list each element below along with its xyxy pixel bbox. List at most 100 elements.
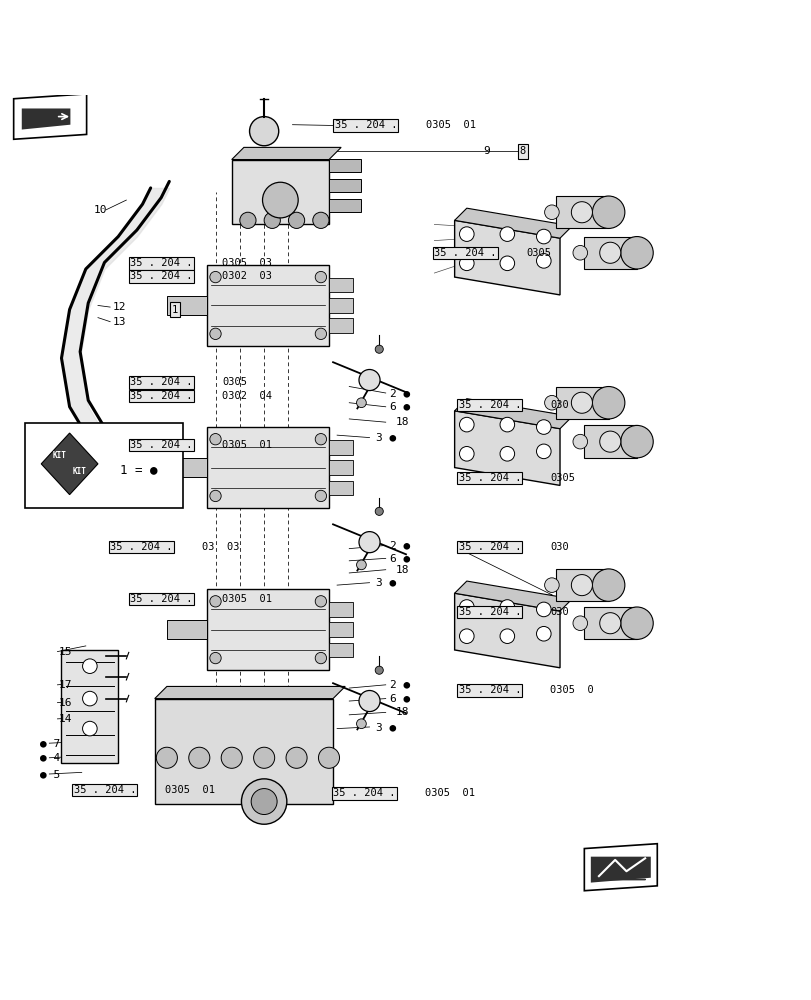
Bar: [584, 425, 637, 458]
Circle shape: [544, 205, 559, 220]
Bar: [207, 427, 328, 508]
Circle shape: [239, 212, 255, 228]
Text: 1: 1: [172, 305, 178, 315]
Text: 0305  03: 0305 03: [221, 258, 272, 268]
Circle shape: [315, 596, 326, 607]
Polygon shape: [454, 220, 560, 295]
Text: 0305  01: 0305 01: [426, 120, 476, 130]
Text: KIT: KIT: [72, 467, 86, 476]
Text: 15: 15: [59, 647, 72, 657]
Polygon shape: [590, 857, 650, 883]
Circle shape: [209, 596, 221, 607]
Text: 0302  04: 0302 04: [221, 391, 272, 401]
Bar: [167, 620, 207, 639]
Text: 18: 18: [395, 565, 409, 575]
Circle shape: [288, 212, 304, 228]
Text: 2 ●: 2 ●: [389, 388, 410, 398]
Circle shape: [157, 747, 177, 768]
Text: 0302  03: 0302 03: [221, 271, 272, 281]
Text: 1 = ●: 1 = ●: [120, 463, 157, 476]
Circle shape: [137, 474, 157, 494]
Circle shape: [620, 237, 652, 269]
Text: 0305: 0305: [526, 248, 551, 258]
Text: 16: 16: [59, 698, 72, 708]
Text: 6 ●: 6 ●: [389, 694, 410, 704]
Circle shape: [83, 691, 97, 706]
Circle shape: [544, 578, 559, 592]
Polygon shape: [231, 147, 341, 160]
Circle shape: [500, 417, 514, 432]
Bar: [328, 643, 353, 657]
Circle shape: [536, 602, 551, 617]
Circle shape: [262, 182, 298, 218]
Text: 2 ●: 2 ●: [389, 540, 410, 550]
Text: 0305: 0305: [550, 473, 574, 483]
Circle shape: [315, 434, 326, 445]
Bar: [328, 179, 361, 192]
Circle shape: [249, 117, 278, 146]
Text: 03  03: 03 03: [201, 542, 239, 552]
Circle shape: [375, 666, 383, 674]
Text: 3 ●: 3 ●: [375, 578, 396, 588]
Text: 12: 12: [113, 302, 126, 312]
Circle shape: [459, 227, 474, 241]
Circle shape: [253, 747, 274, 768]
Bar: [556, 569, 608, 601]
Polygon shape: [454, 208, 572, 238]
Text: 35 . 204 .: 35 . 204 .: [131, 391, 193, 401]
Circle shape: [536, 626, 551, 641]
Circle shape: [459, 256, 474, 271]
Polygon shape: [454, 399, 572, 429]
Circle shape: [500, 600, 514, 614]
Circle shape: [83, 659, 97, 673]
Text: 35 . 204 .: 35 . 204 .: [131, 377, 193, 387]
Text: 0305  01: 0305 01: [221, 594, 272, 604]
Circle shape: [599, 242, 620, 263]
Bar: [328, 602, 353, 617]
Text: 35 . 204 .: 35 . 204 .: [131, 594, 193, 604]
Text: 35 . 204 .: 35 . 204 .: [110, 542, 173, 552]
Polygon shape: [454, 411, 560, 485]
Text: 6 ●: 6 ●: [389, 402, 410, 412]
Circle shape: [459, 417, 474, 432]
Bar: [584, 607, 637, 639]
Text: 35 . 204 .: 35 . 204 .: [458, 607, 521, 617]
Circle shape: [592, 569, 624, 601]
Text: 14: 14: [59, 714, 72, 724]
Polygon shape: [14, 94, 87, 139]
Circle shape: [375, 345, 383, 353]
Circle shape: [209, 271, 221, 283]
Bar: [207, 589, 328, 670]
Bar: [328, 622, 353, 637]
Polygon shape: [22, 108, 71, 130]
Circle shape: [209, 652, 221, 664]
Circle shape: [358, 690, 380, 712]
Circle shape: [315, 328, 326, 339]
Bar: [328, 278, 353, 292]
Text: 35 . 204 .: 35 . 204 .: [131, 258, 193, 268]
Text: 9: 9: [483, 146, 489, 156]
Circle shape: [500, 446, 514, 461]
Circle shape: [599, 431, 620, 452]
Text: 35 . 204 .: 35 . 204 .: [74, 785, 136, 795]
Text: 18: 18: [395, 707, 409, 717]
Circle shape: [315, 652, 326, 664]
Text: 35 . 204 .: 35 . 204 .: [458, 400, 521, 410]
Text: ● 5: ● 5: [40, 769, 60, 779]
Circle shape: [620, 607, 652, 639]
Circle shape: [209, 434, 221, 445]
Text: 35 . 204 .: 35 . 204 .: [458, 685, 521, 695]
Bar: [328, 440, 353, 455]
Text: 6 ●: 6 ●: [389, 553, 410, 563]
Bar: [328, 159, 361, 172]
Text: 0305: 0305: [221, 377, 247, 387]
Text: 35 . 204 .: 35 . 204 .: [458, 473, 521, 483]
Circle shape: [459, 600, 474, 614]
Circle shape: [599, 613, 620, 634]
Circle shape: [209, 328, 221, 339]
Circle shape: [500, 256, 514, 271]
Bar: [328, 460, 353, 475]
Circle shape: [358, 369, 380, 391]
Circle shape: [536, 444, 551, 459]
Circle shape: [356, 719, 366, 729]
